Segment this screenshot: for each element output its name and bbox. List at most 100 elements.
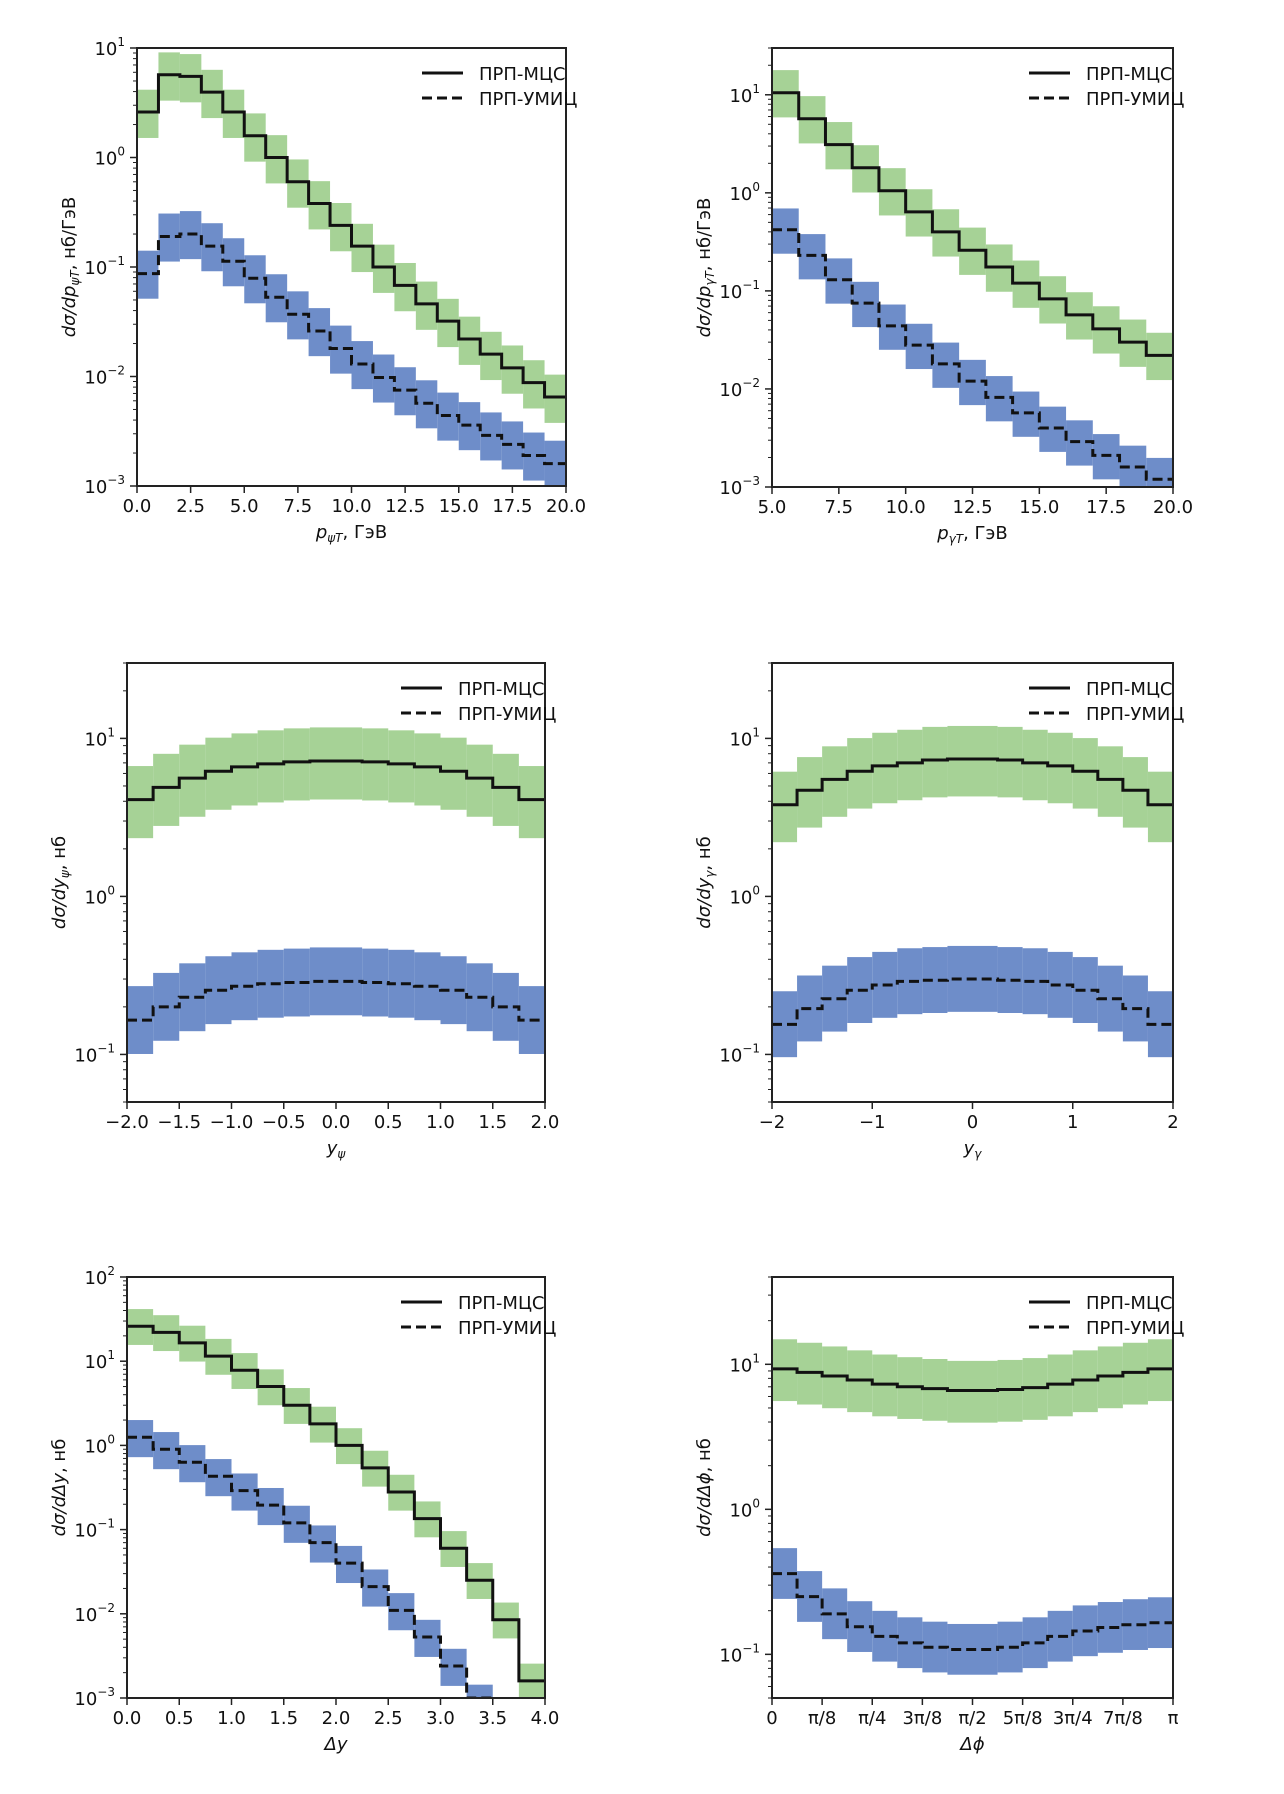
x-tick-label: −1.5 — [157, 1112, 201, 1133]
mcs-band-bin — [287, 159, 309, 208]
y-axis-label: dσ/dyψ, нб — [49, 836, 72, 929]
x-tick-label: 5.0 — [758, 497, 787, 518]
mcs-band-bin — [257, 730, 284, 803]
mcs-band-bin — [231, 733, 258, 806]
umic-step-line — [772, 1572, 1173, 1651]
mcs-band-bin — [1072, 738, 1098, 809]
x-tick-label: 3π/4 — [1053, 1708, 1093, 1729]
mcs-step-line — [772, 757, 1173, 807]
umic-band-bin — [466, 1684, 493, 1698]
y-tick-label: 101 — [729, 1351, 760, 1376]
x-tick-label: π/2 — [958, 1708, 986, 1729]
x-tick-label: −1 — [859, 1112, 886, 1133]
mcs-band-bin — [179, 54, 202, 103]
mcs-band-bin — [201, 69, 223, 119]
mcs-band-bin — [153, 753, 180, 826]
x-tick-label: 15.0 — [1019, 497, 1059, 518]
mcs-band-bin — [1047, 732, 1073, 804]
mcs-band-bin — [947, 725, 973, 797]
x-tick-label: 2.0 — [322, 1708, 351, 1729]
x-tick-label: 7.5 — [825, 497, 854, 518]
panel-delta-y: 0.0 0.5 1.0 1.5 2.0 2.5 3.0 3.5 4.0 10−3 10−2 10−1 1… — [49, 1264, 559, 1755]
panel-y-psi: −2.0 −1.5 −1.0 −0.5 0.0 0.5 1.0 1.5 2.0 10−1 100 10… — [49, 662, 559, 1161]
x-tick-label: 3.0 — [426, 1708, 455, 1729]
mcs-band-bin — [972, 725, 998, 797]
legend-label-umic: ПРП-УМИЦ — [458, 704, 556, 725]
panel-delta-phi: 0 π/8 π/4 3π/8 π/2 5π/8 3π/4 7π/8 π 10−1 100 101 Δϕ d… — [694, 1276, 1184, 1755]
x-tick-label: 5π/8 — [1003, 1708, 1043, 1729]
x-tick-label: 1.5 — [478, 1112, 507, 1133]
x-tick-label: 10.0 — [331, 496, 371, 517]
legend: ПРП-МЦС ПРП-УМИЦ — [1029, 1293, 1184, 1339]
legend-label-umic: ПРП-УМИЦ — [1086, 1318, 1184, 1339]
x-tick-label: −2.0 — [105, 1112, 149, 1133]
mcs-band-bin — [922, 726, 948, 798]
mcs-band-bin — [492, 753, 519, 826]
mcs-band-bin — [458, 316, 481, 365]
x-tick-label: 0 — [967, 1112, 978, 1133]
y-tick-label: 10−3 — [84, 473, 125, 498]
mcs-band-bin — [362, 728, 389, 801]
plot-area — [127, 1309, 545, 1698]
x-tick-label: −0.5 — [262, 1112, 306, 1133]
x-tick-label: 10.0 — [886, 497, 926, 518]
x-tick-label: 0 — [766, 1708, 777, 1729]
mcs-band-bin — [997, 726, 1023, 798]
umic-band-bin — [544, 440, 566, 486]
plot-area — [772, 725, 1173, 1058]
x-tick-label: 1 — [1067, 1112, 1078, 1133]
x-tick-label: 12.5 — [385, 496, 425, 517]
mcs-band-bin — [466, 744, 493, 817]
x-tick-label: π/4 — [858, 1708, 886, 1729]
mcs-band-bin — [179, 744, 206, 817]
x-tick-label: 17.5 — [1086, 497, 1126, 518]
y-tick-label: 100 — [729, 1496, 760, 1521]
mcs-band-bin — [797, 757, 823, 828]
x-tick-label: 0.0 — [123, 496, 152, 517]
mcs-band-bin — [244, 113, 266, 162]
y-tick-label: 10−2 — [84, 364, 125, 389]
x-tick-label: 20.0 — [546, 496, 586, 517]
umic-step-line — [127, 979, 545, 1022]
x-tick-label: 2.5 — [176, 496, 205, 517]
umic-band-bin — [1146, 457, 1173, 487]
mcs-band-bin — [1097, 746, 1123, 817]
y-tick-label: 101 — [94, 35, 125, 60]
y-tick-label: 10−1 — [84, 254, 125, 279]
y-axis-label: dσ/dΔy, нб — [49, 1439, 70, 1537]
legend-label-mcs: ПРП-МЦС — [1086, 679, 1173, 700]
umic-band-bin — [137, 250, 159, 299]
umic-step-line — [772, 228, 1173, 481]
mcs-band-bin — [415, 281, 438, 330]
x-tick-label: 2 — [1167, 1112, 1178, 1133]
x-tick-label: 1.0 — [217, 1708, 246, 1729]
mcs-band-bin — [440, 737, 467, 810]
y-tick-label: 100 — [729, 180, 760, 205]
umic-step-line — [127, 1435, 493, 1698]
mcs-band-bin — [437, 298, 459, 348]
mcs-step-line — [127, 1324, 545, 1683]
panel-pt-gamma: 5.0 7.5 10.0 12.5 15.0 17.5 20.0 10−3 10−2 10−1 10… — [694, 47, 1193, 546]
legend-label-mcs: ПРП-МЦС — [479, 64, 566, 85]
y-tick-label: 10−1 — [74, 1041, 115, 1066]
mcs-band-bin — [351, 223, 373, 273]
mcs-band-bin — [872, 732, 898, 804]
mcs-band-bin — [523, 360, 545, 409]
x-axis-label: Δy — [323, 1734, 348, 1755]
legend-label-umic: ПРП-УМИЦ — [1086, 704, 1184, 725]
legend-label-mcs: ПРП-МЦС — [458, 679, 545, 700]
mcs-band-bin — [127, 766, 154, 839]
plot-area — [127, 727, 545, 1054]
x-tick-label: 3.5 — [478, 1708, 507, 1729]
mcs-band-bin — [330, 203, 352, 252]
mcs-band-bin — [372, 244, 395, 293]
plot-area — [137, 52, 566, 486]
mcs-step-line — [127, 759, 545, 802]
x-tick-label: −1.0 — [210, 1112, 254, 1133]
y-tick-label: 10−3 — [719, 474, 760, 499]
x-tick-label: 5.0 — [230, 496, 259, 517]
x-tick-label: 0.0 — [113, 1708, 142, 1729]
mcs-band-bin — [283, 728, 310, 801]
